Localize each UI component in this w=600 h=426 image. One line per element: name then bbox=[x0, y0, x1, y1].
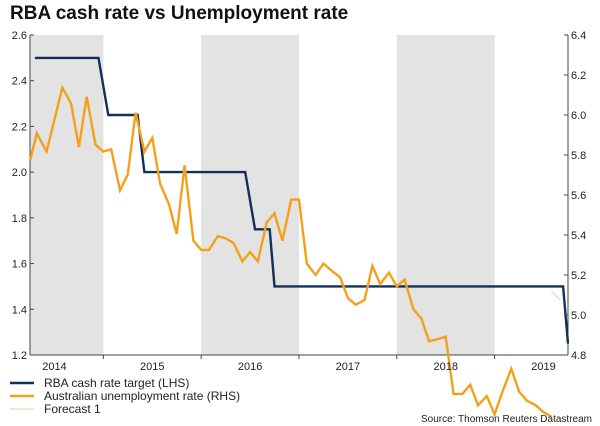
series-line-0 bbox=[34, 56, 570, 344]
series-lines bbox=[28, 56, 570, 418]
series-line-2 bbox=[550, 290, 561, 301]
x-tick-label: 2016 bbox=[238, 361, 262, 373]
axis-ticks: 2.6 2.4 2.2 2.0 1.8 1.6 1.4 1.2 6.4 6.2 6.0 5.8 5.6 5… bbox=[12, 30, 587, 373]
right-tick-label: 5.2 bbox=[571, 270, 586, 282]
right-tick-label: 5.8 bbox=[571, 150, 586, 162]
legend-label-2: Forecast 1 bbox=[44, 402, 101, 416]
left-tick-label: 1.2 bbox=[12, 350, 27, 362]
x-tick-label: 2018 bbox=[433, 361, 457, 373]
shaded-periods bbox=[30, 35, 495, 355]
legend-label-0: RBA cash rate target (LHS) bbox=[44, 376, 189, 390]
right-tick-label: 6.2 bbox=[571, 70, 586, 82]
left-tick-label: 2.6 bbox=[12, 30, 27, 42]
right-tick-label: 5.4 bbox=[571, 230, 586, 242]
left-tick-label: 1.6 bbox=[12, 259, 27, 271]
shaded-band-2 bbox=[396, 35, 495, 355]
right-tick-label: 5.0 bbox=[571, 310, 586, 322]
left-tick-label: 2.2 bbox=[12, 121, 27, 133]
x-tick-label: 2019 bbox=[531, 361, 555, 373]
left-tick-label: 2.4 bbox=[12, 76, 27, 88]
series-line-1 bbox=[28, 84, 553, 418]
right-tick-label: 4.8 bbox=[571, 350, 586, 362]
left-tick-label: 1.4 bbox=[12, 304, 27, 316]
x-tick-label: 2015 bbox=[140, 361, 164, 373]
right-tick-label: 6.0 bbox=[571, 110, 586, 122]
source-note: Source: Thomson Reuters Datastream bbox=[421, 414, 592, 425]
left-tick-label: 1.8 bbox=[12, 213, 27, 225]
right-tick-label: 5.6 bbox=[571, 190, 586, 202]
chart-title: RBA cash rate vs Unemployment rate bbox=[10, 3, 349, 24]
legend: RBA cash rate target (LHS)Australian une… bbox=[10, 376, 592, 425]
shaded-band-0 bbox=[30, 35, 104, 355]
x-tick-label: 2014 bbox=[42, 361, 66, 373]
x-tick-label: 2017 bbox=[336, 361, 360, 373]
legend-label-1: Australian unemployment rate (RHS) bbox=[44, 389, 240, 403]
right-tick-label: 6.4 bbox=[571, 30, 586, 42]
left-tick-label: 2.0 bbox=[12, 167, 27, 179]
